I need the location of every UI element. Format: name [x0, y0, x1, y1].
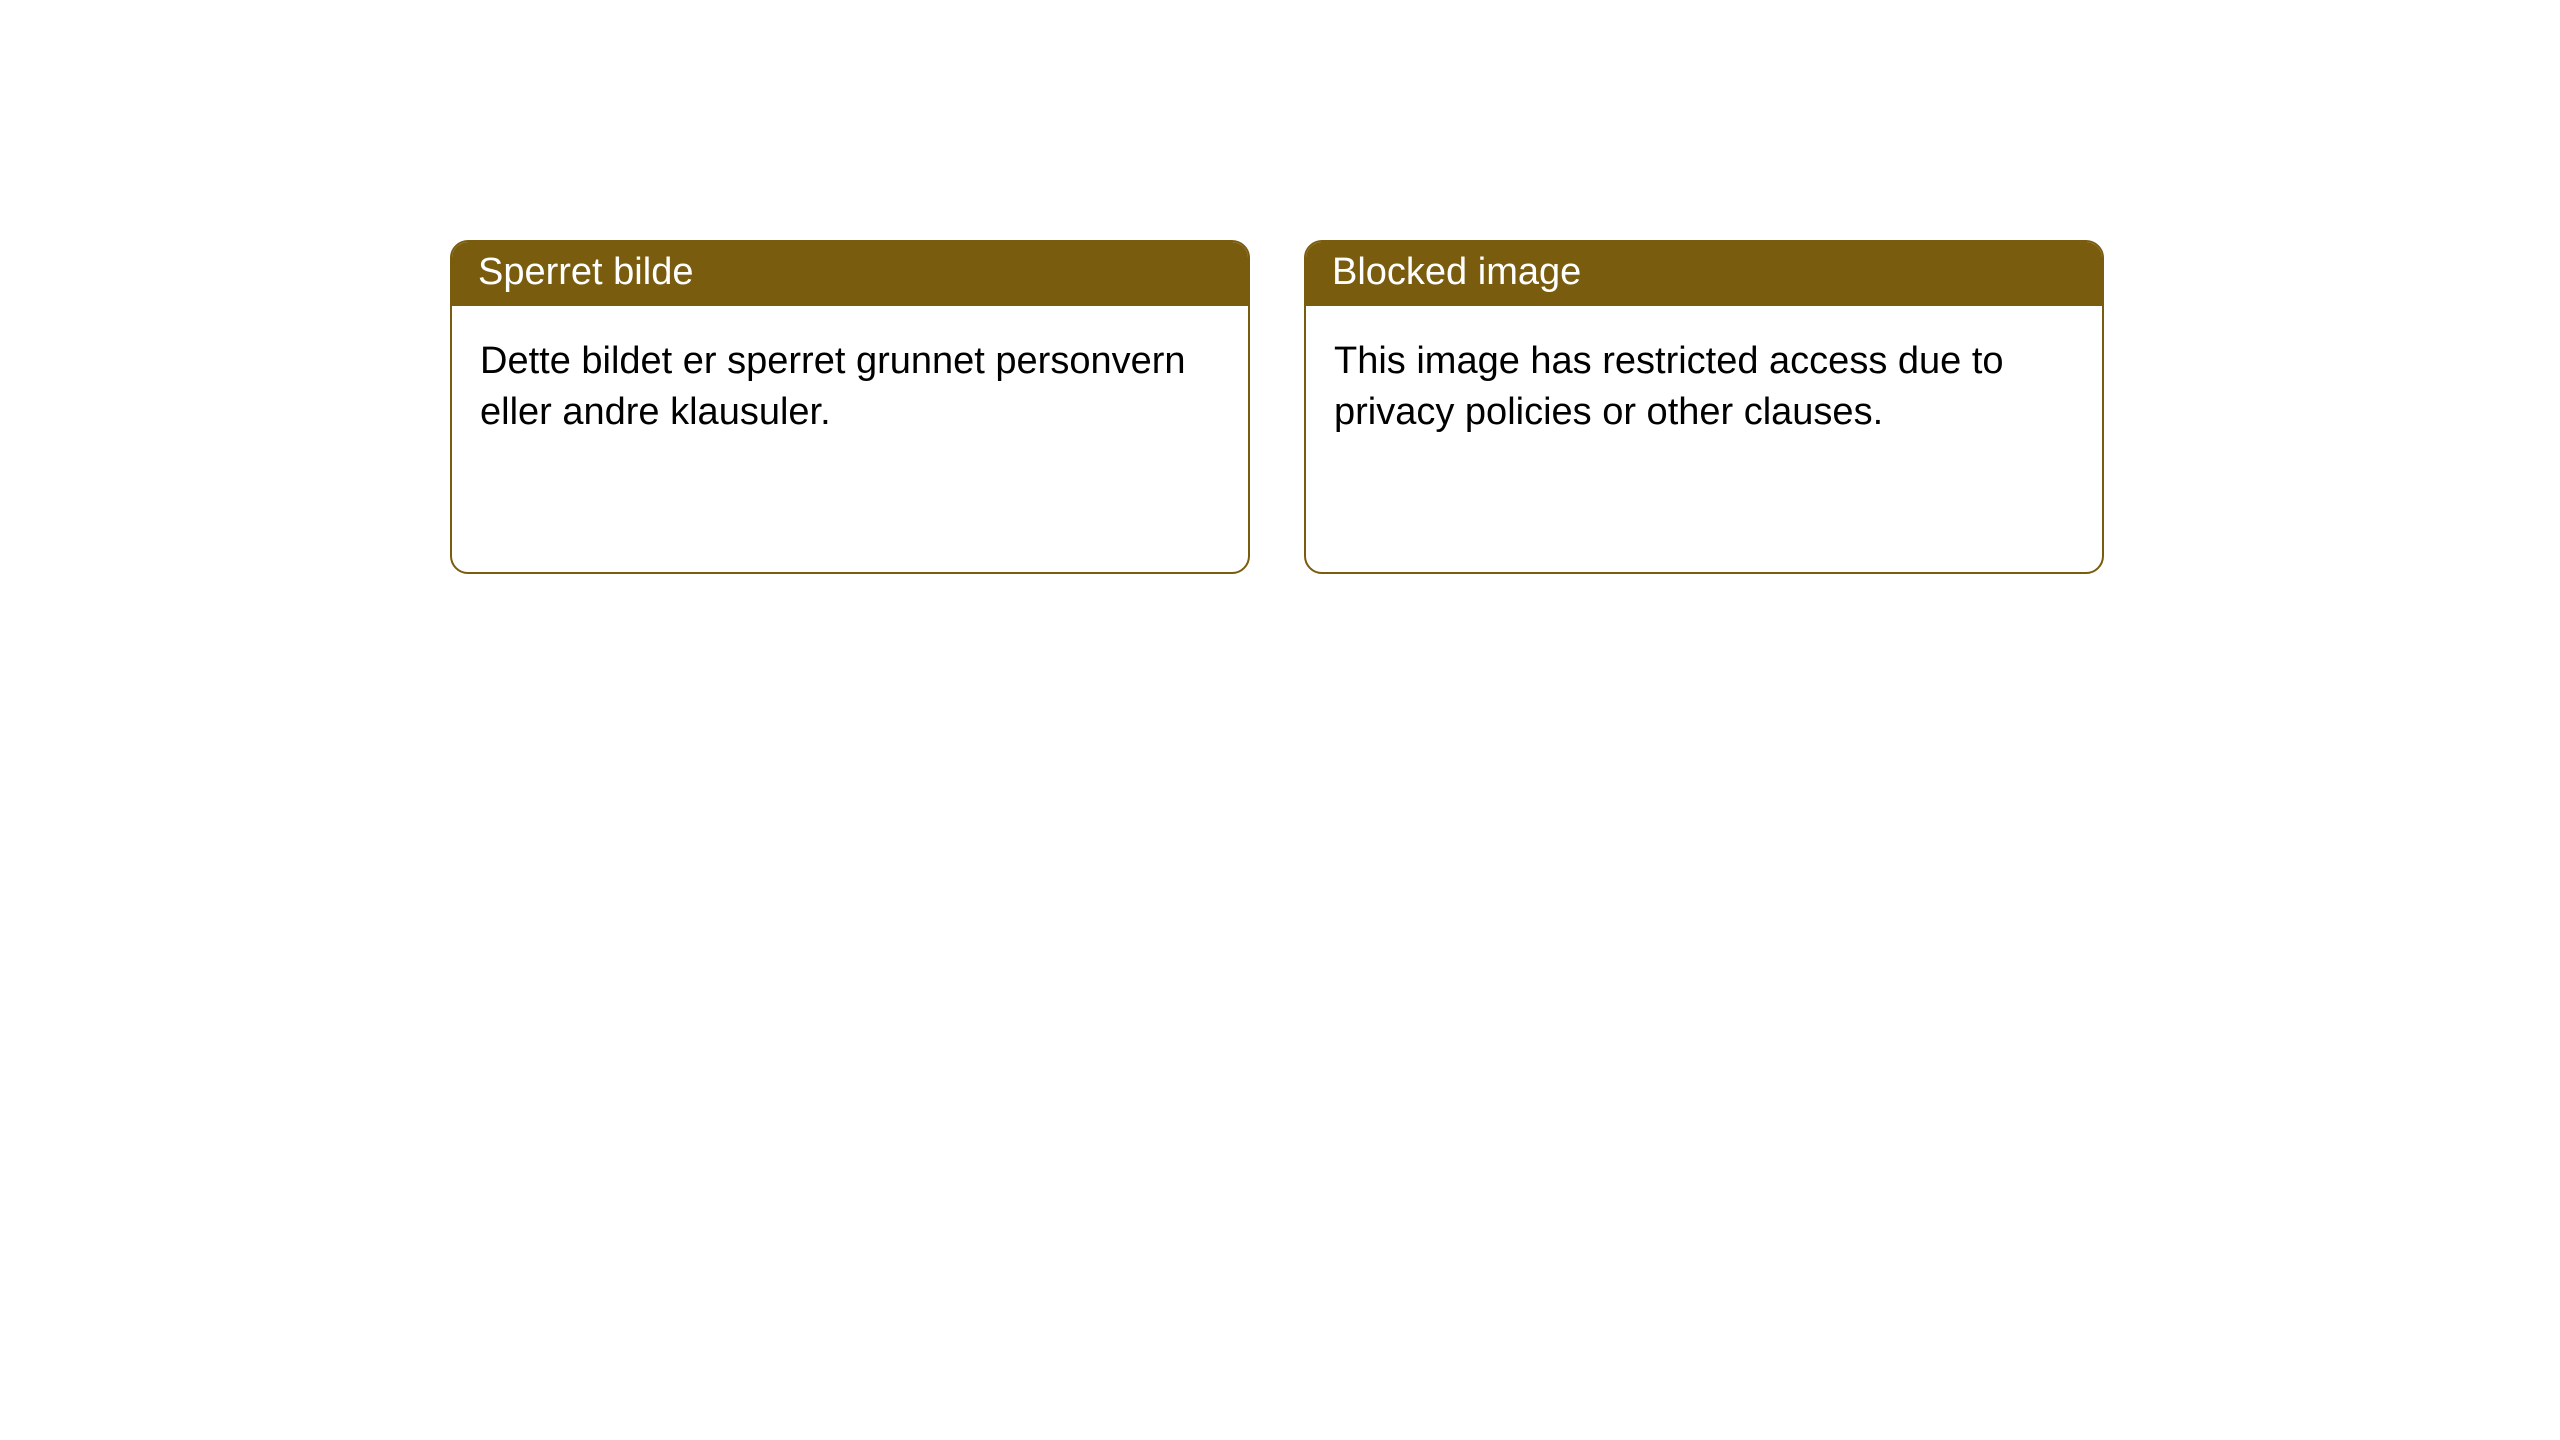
notice-card-english: Blocked image This image has restricted … — [1304, 240, 2104, 574]
notice-container: Sperret bilde Dette bildet er sperret gr… — [0, 0, 2560, 574]
card-body-text: This image has restricted access due to … — [1306, 306, 2102, 469]
card-title: Blocked image — [1306, 242, 2102, 306]
card-title: Sperret bilde — [452, 242, 1248, 306]
notice-card-norwegian: Sperret bilde Dette bildet er sperret gr… — [450, 240, 1250, 574]
card-body-text: Dette bildet er sperret grunnet personve… — [452, 306, 1248, 469]
